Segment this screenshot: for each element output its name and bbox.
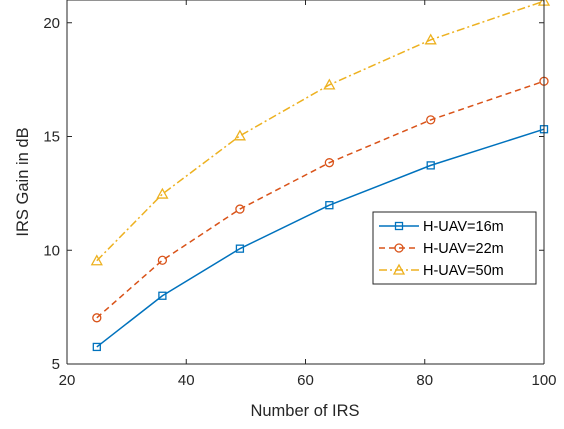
plot-area xyxy=(67,0,544,364)
data-point xyxy=(325,201,334,210)
legend-marker xyxy=(394,243,404,253)
legend-marker xyxy=(392,263,406,275)
legend-entry-3: H-UAV=50m xyxy=(379,263,504,279)
legend-entry-1: H-UAV=16m xyxy=(379,219,504,235)
data-point xyxy=(235,204,245,214)
y-tick-label: 20 xyxy=(43,15,60,32)
series-line-1 xyxy=(96,128,545,348)
legend-label: H-UAV=22m xyxy=(423,241,504,257)
x-tick-label: 80 xyxy=(416,372,433,389)
data-point xyxy=(158,291,167,300)
data-point xyxy=(424,33,437,45)
series-layer xyxy=(90,0,551,352)
legend-label: H-UAV=16m xyxy=(423,219,504,235)
data-point xyxy=(426,161,435,170)
data-point xyxy=(233,129,247,141)
series-line-3 xyxy=(96,0,545,262)
legend-entry-2: H-UAV=22m xyxy=(379,241,504,257)
data-point xyxy=(92,313,102,323)
data-point xyxy=(92,342,101,352)
x-tick-label: 40 xyxy=(178,372,195,389)
series-line-2 xyxy=(96,80,545,319)
data-point xyxy=(426,115,436,125)
y-tick-label: 10 xyxy=(43,242,60,259)
y-axis-title: IRS Gain in dB xyxy=(14,127,32,236)
data-point xyxy=(157,255,168,265)
axes-layer: 20 40 60 80 100 5 10 15 20 xyxy=(43,0,557,389)
legend-marker xyxy=(394,221,404,231)
legend: H-UAV=16m H-UAV=22m H-UAV=50m xyxy=(372,211,537,285)
x-axis-title: Number of IRS xyxy=(250,402,359,420)
data-point xyxy=(90,254,103,266)
data-point xyxy=(323,78,336,90)
y-tick-label: 15 xyxy=(43,129,60,146)
x-tick-label: 60 xyxy=(297,372,314,389)
x-tick-label: 20 xyxy=(59,372,76,389)
y-tick-label: 5 xyxy=(52,356,60,373)
data-point xyxy=(156,187,169,199)
x-tick-label: 100 xyxy=(531,372,556,389)
legend-label: H-UAV=50m xyxy=(423,263,504,279)
data-point xyxy=(235,244,245,253)
series-3 xyxy=(90,0,551,266)
data-point xyxy=(324,158,335,168)
